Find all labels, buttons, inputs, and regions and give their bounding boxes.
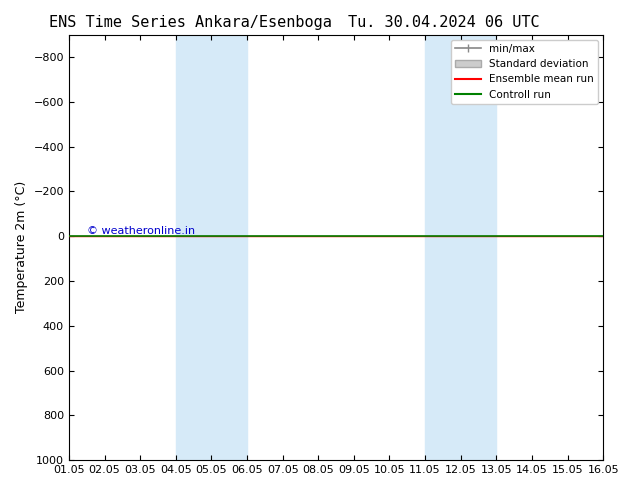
Bar — [425, 35, 496, 460]
Text: © weatheronline.in: © weatheronline.in — [87, 226, 195, 236]
Bar — [176, 35, 247, 460]
Text: Tu. 30.04.2024 06 UTC: Tu. 30.04.2024 06 UTC — [348, 15, 540, 30]
Y-axis label: Temperature 2m (°C): Temperature 2m (°C) — [15, 181, 28, 314]
Legend: min/max, Standard deviation, Ensemble mean run, Controll run: min/max, Standard deviation, Ensemble me… — [451, 40, 598, 104]
Text: ENS Time Series Ankara/Esenboga: ENS Time Series Ankara/Esenboga — [49, 15, 332, 30]
